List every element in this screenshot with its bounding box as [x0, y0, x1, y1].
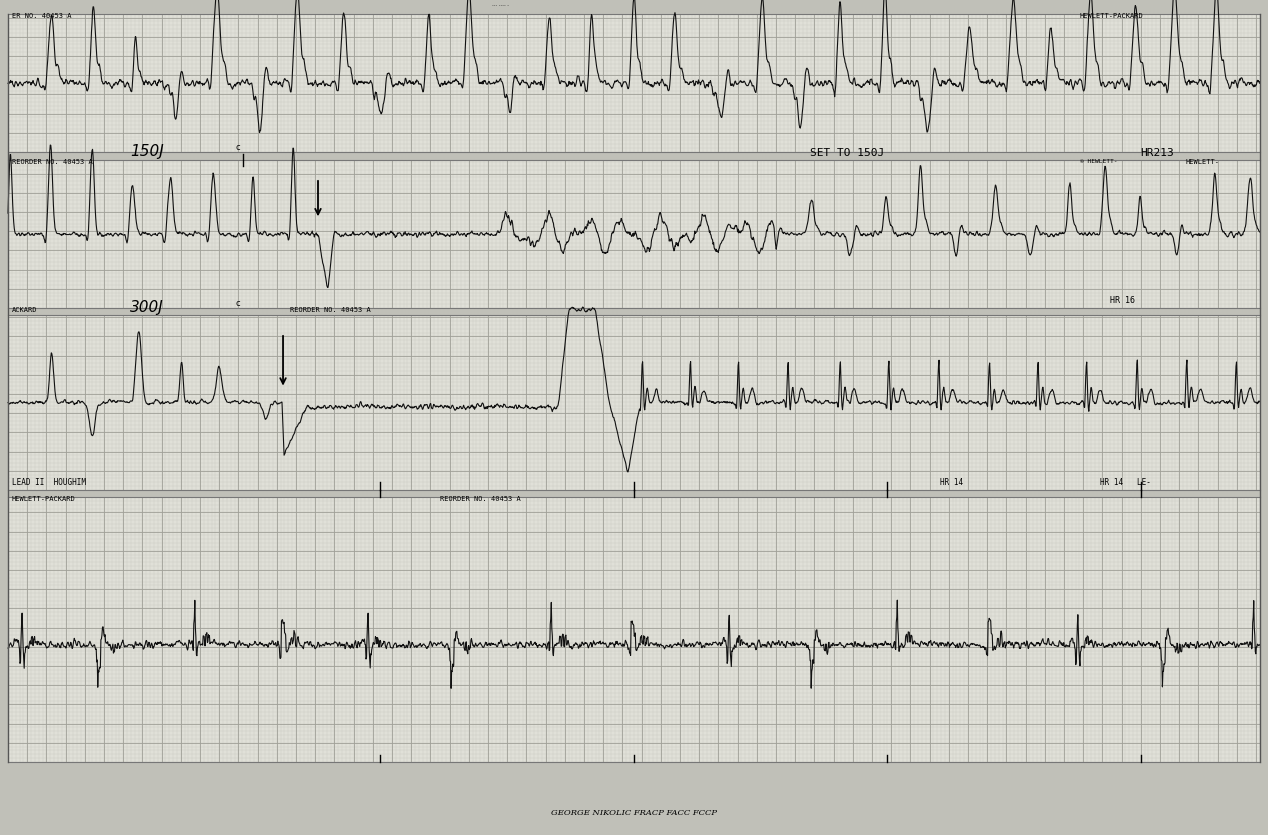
Text: HEWLETT-PACKARD: HEWLETT-PACKARD — [11, 496, 76, 502]
Text: GEORGE NIKOLIC FRACP FACC FCCP: GEORGE NIKOLIC FRACP FACC FCCP — [552, 809, 716, 817]
Text: HEWLETT-PACKARD: HEWLETT-PACKARD — [1080, 13, 1144, 19]
Bar — [8, 315, 1260, 490]
Text: HR213: HR213 — [1140, 148, 1174, 158]
Text: ® HEWLETT-: ® HEWLETT- — [1080, 159, 1117, 164]
Text: ER NO. 40453 A: ER NO. 40453 A — [11, 13, 71, 19]
Text: HR 14: HR 14 — [940, 478, 964, 487]
Text: HEWLETT-: HEWLETT- — [1186, 159, 1219, 165]
Text: REORDER NO. 40453 A: REORDER NO. 40453 A — [11, 159, 93, 165]
Text: LEAD II  HOUGHIM: LEAD II HOUGHIM — [11, 478, 86, 487]
Text: --- ---- -: --- ---- - — [492, 3, 508, 8]
Text: c: c — [235, 299, 240, 308]
Text: ACKARD: ACKARD — [11, 307, 38, 313]
Bar — [8, 14, 1260, 152]
Bar — [8, 160, 1260, 308]
Text: REORDER NO. 40453 A: REORDER NO. 40453 A — [290, 307, 370, 313]
Text: 300J: 300J — [131, 300, 164, 315]
Text: SET TO 150J: SET TO 150J — [810, 148, 884, 158]
Text: 150J: 150J — [131, 144, 164, 159]
Bar — [8, 497, 1260, 762]
Text: REORDER NO. 40453 A: REORDER NO. 40453 A — [440, 496, 521, 502]
Text: c: c — [235, 143, 240, 152]
Text: HR 14   LE-: HR 14 LE- — [1101, 478, 1151, 487]
Text: HR 16: HR 16 — [1110, 296, 1135, 305]
